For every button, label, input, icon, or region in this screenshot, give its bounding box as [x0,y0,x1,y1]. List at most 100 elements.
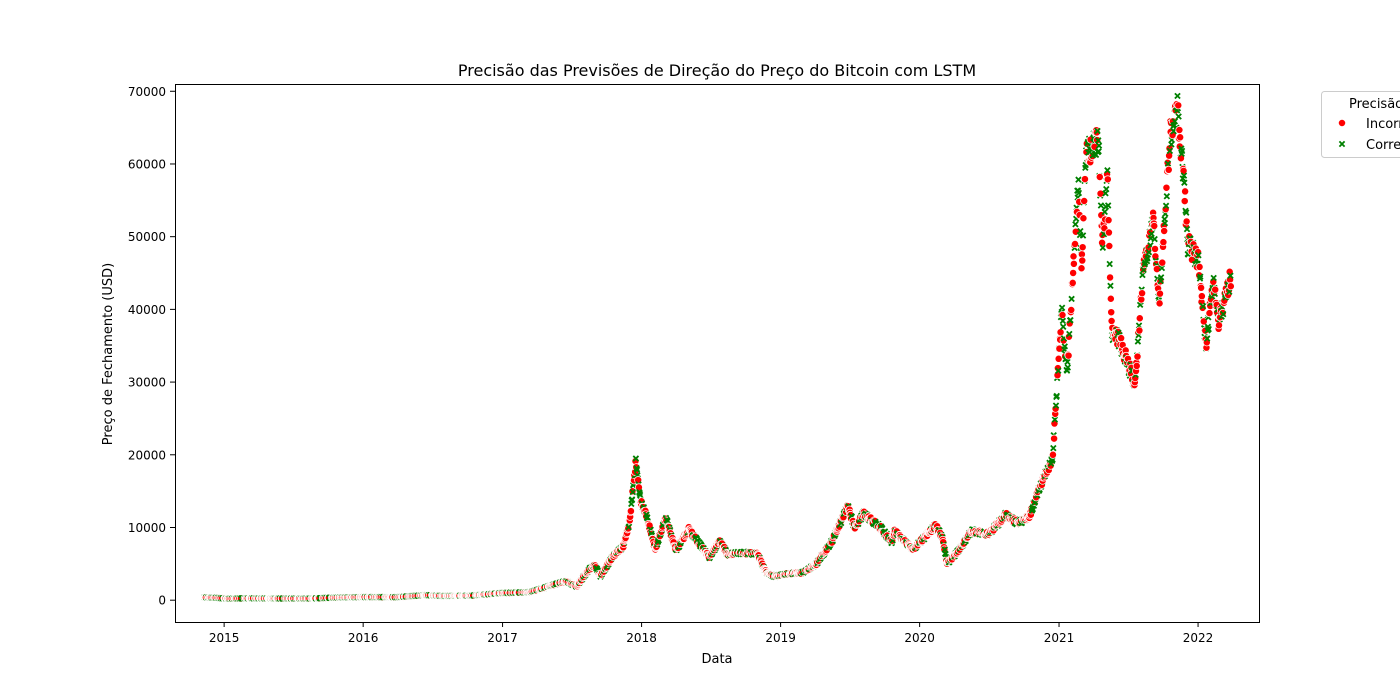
point-correct [1181,179,1188,186]
point-correct [1104,202,1112,209]
x-tick-label: 2019 [765,631,796,645]
y-tick-label: 50000 [128,230,166,244]
point-incorrect [1138,289,1147,298]
point-correct [1163,193,1171,200]
x-axis: 2015 2016 2017 2018 2019 2020 2021 2022 [209,622,1213,645]
point-correct [1053,392,1060,400]
point-correct [1134,338,1142,345]
data-points [200,92,1235,603]
point-correct [1052,402,1060,409]
point-incorrect [1105,242,1114,250]
chart-title: Precisão das Previsões de Direção do Pre… [458,61,976,80]
point-incorrect [1181,187,1190,196]
y-tick-label: 20000 [128,448,166,462]
point-incorrect [1079,214,1088,223]
point-correct [1174,92,1181,100]
point-correct [628,496,636,503]
y-tick-label: 30000 [128,376,166,390]
point-correct [1055,367,1062,374]
point-correct [1161,219,1169,227]
point-correct [1140,266,1147,274]
point-incorrect [1135,326,1144,335]
point-correct [1104,167,1111,174]
point-correct [1162,202,1170,210]
point-incorrect [1054,354,1063,363]
point-incorrect [1174,101,1183,110]
point-correct [1059,323,1067,330]
y-tick-label: 70000 [128,85,166,99]
point-incorrect [1071,240,1079,248]
point-correct [1094,127,1101,135]
y-axis-label: Preço de Fechamento (USD) [101,263,116,445]
point-correct [632,455,640,462]
point-correct [1097,202,1105,209]
point-correct [1075,189,1083,197]
point-correct [1075,176,1082,183]
point-correct [1079,232,1087,239]
point-correct [1101,208,1108,216]
point-correct [1050,444,1057,452]
point-incorrect [1197,283,1206,292]
point-correct [1197,273,1204,280]
point-correct [1099,244,1107,251]
point-correct [1227,272,1234,279]
legend-marker-circle [1338,119,1346,127]
point-correct [1061,343,1068,350]
point-incorrect [1150,221,1159,230]
point-incorrect [1226,282,1235,291]
point-incorrect [1160,227,1169,235]
y-axis: 0 10000 20000 30000 40000 50000 60000 70000 [128,85,175,608]
legend-box [1321,91,1400,158]
point-incorrect [1069,259,1078,268]
point-correct [1095,137,1102,144]
point-incorrect [1151,245,1159,253]
point-correct [1106,260,1113,268]
point-correct [1203,335,1211,342]
point-correct [1107,282,1114,290]
point-correct [1183,225,1191,233]
point-correct [1180,172,1188,179]
point-correct [1199,302,1207,310]
point-incorrect [1068,278,1077,287]
x-tick-label: 2020 [904,631,935,645]
point-correct [1148,230,1155,238]
point-correct [1068,295,1075,303]
point-incorrect [1211,285,1220,294]
point-correct [1066,330,1073,338]
point-correct [1175,113,1182,120]
y-tick-label: 10000 [128,521,166,535]
point-incorrect [1107,317,1116,325]
point-incorrect [1164,165,1173,174]
point-correct [1095,148,1102,155]
point-incorrect [1159,238,1168,247]
point-correct [1095,142,1103,149]
point-correct [1067,316,1074,324]
point-incorrect [1156,289,1164,298]
point-incorrect [1048,450,1057,459]
point-correct [1077,227,1084,235]
point-incorrect [1117,334,1126,343]
point-correct [1178,147,1186,155]
legend-label: Incorreta [1366,117,1400,132]
point-incorrect [1104,228,1113,237]
point-correct [1145,248,1153,256]
point-correct [1157,274,1165,281]
point-incorrect [1158,258,1167,267]
point-incorrect [1155,299,1164,308]
point-incorrect [1180,197,1189,206]
point-correct [1103,185,1110,193]
legend-title: Precisão [1349,97,1400,112]
point-correct [1219,310,1227,318]
point-incorrect [1078,243,1087,252]
x-tick-label: 2018 [626,631,657,645]
point-correct [633,466,641,474]
legend: Precisão Incorreta Correta [1321,91,1400,158]
point-incorrect [1095,173,1104,181]
point-incorrect [1132,361,1141,370]
point-correct [1164,160,1172,167]
point-incorrect [1107,308,1116,317]
point-incorrect [1182,217,1191,226]
point-incorrect [1104,216,1113,225]
point-incorrect [1106,273,1115,282]
